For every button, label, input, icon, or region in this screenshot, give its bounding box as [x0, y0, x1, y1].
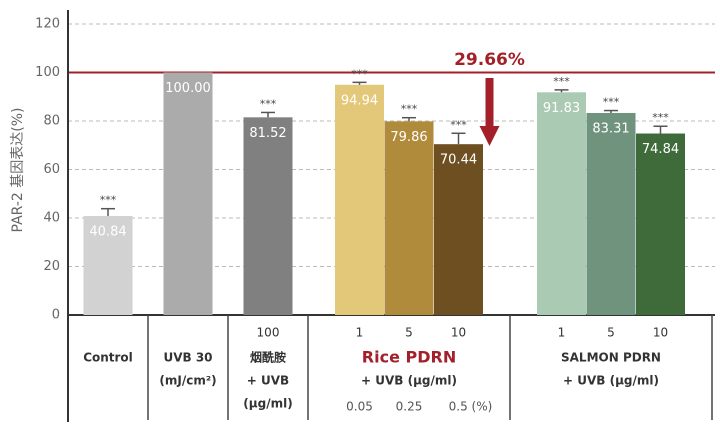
bar: [537, 92, 586, 315]
y-tick-label: 0: [52, 308, 60, 323]
value-label: 94.94: [341, 93, 378, 108]
y-tick-label: 20: [43, 259, 60, 274]
y-tick-label: 120: [35, 17, 60, 32]
significance-label: ***: [351, 67, 368, 80]
significance-label: ***: [450, 118, 467, 131]
value-label: 40.84: [89, 224, 126, 239]
y-tick-label: 80: [43, 114, 60, 129]
value-label: 70.44: [440, 153, 477, 168]
group-label: SALMON PDRN: [561, 351, 661, 365]
x-tick-label: 5: [607, 326, 615, 340]
value-label: 83.31: [592, 121, 629, 136]
group-label: (mJ/cm²): [159, 374, 216, 388]
x-tick-label: 1: [356, 326, 364, 340]
bar: [636, 133, 685, 315]
bar: [434, 144, 483, 315]
significance-label: ***: [401, 103, 418, 116]
arrow-shaft: [485, 78, 494, 128]
x-tick-label: 100: [257, 326, 280, 340]
x-tick-label: 1: [558, 326, 566, 340]
x-tick-label: 10: [653, 326, 668, 340]
bar: [384, 121, 434, 315]
y-tick-label: 100: [35, 65, 60, 80]
group-label: + UVB (μg/ml): [563, 374, 659, 388]
x-tick-label: 5: [405, 326, 413, 340]
value-label: 74.84: [642, 142, 679, 157]
group-label: UVB 30: [163, 351, 212, 365]
bar: [83, 215, 133, 315]
group-label: + UVB (μg/ml): [361, 374, 457, 388]
bar: [335, 84, 384, 315]
bar: [163, 72, 213, 315]
significance-label: ***: [100, 194, 117, 207]
group-label: + UVB: [247, 374, 289, 388]
concentration-label: 0.5 (%): [449, 400, 493, 414]
value-label: 100.00: [165, 81, 211, 96]
y-axis-label: PAR-2 基因表达(%): [9, 108, 26, 233]
group-label: 烟酰胺: [250, 350, 286, 365]
value-label: 79.86: [390, 130, 427, 145]
value-label: 91.83: [543, 101, 580, 116]
group-label: (μg/ml): [243, 397, 292, 411]
annotation: 29.66%: [454, 50, 525, 70]
y-tick-label: 40: [43, 211, 60, 226]
group-label: Control: [83, 351, 133, 365]
x-tick-label: 10: [451, 326, 466, 340]
significance-label: ***: [603, 96, 620, 109]
bar: [243, 117, 293, 316]
concentration-label: 0.25: [396, 400, 423, 414]
group-label: Rice PDRN: [362, 348, 456, 367]
value-label: 81.52: [249, 126, 286, 141]
significance-label: ***: [652, 111, 669, 124]
concentration-label: 0.05: [346, 400, 373, 414]
arrow-head: [479, 126, 500, 146]
bar: [586, 112, 636, 315]
significance-label: ***: [553, 75, 570, 88]
significance-label: ***: [260, 97, 277, 110]
y-tick-label: 60: [43, 162, 60, 177]
